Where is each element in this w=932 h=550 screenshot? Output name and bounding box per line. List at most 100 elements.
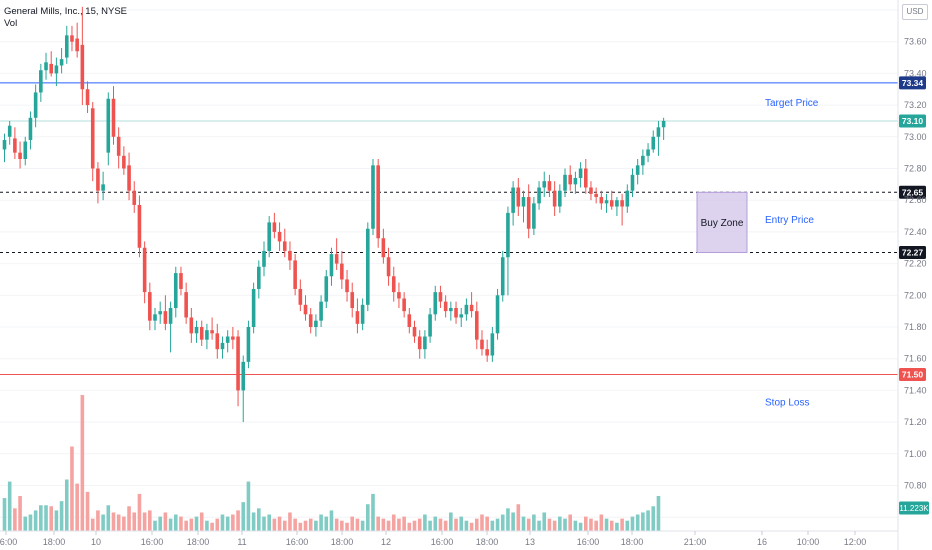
volume-last-badge <box>899 501 929 515</box>
candle-body <box>620 200 624 207</box>
candle-body <box>173 273 178 308</box>
last-badge <box>899 114 926 128</box>
candle-body <box>345 279 349 293</box>
plot-area[interactable] <box>0 0 898 531</box>
volume-bar <box>70 446 74 531</box>
volume-bar <box>153 520 157 531</box>
candle-body <box>282 241 287 251</box>
candle-body <box>454 307 458 318</box>
volume-bar <box>573 520 578 531</box>
candle-body <box>449 307 453 312</box>
currency-button[interactable]: USD <box>902 4 928 20</box>
symbol-title[interactable]: General Mills, Inc., 15, NYSE <box>4 6 128 17</box>
time-tick: 16:00 <box>141 537 164 547</box>
time-axis[interactable]: 16:00 18:00 10 16:00 18:00 11 16:00 18:00 12 16:0… <box>0 531 866 547</box>
candle-body <box>563 174 567 191</box>
target-badge-label: 73.34 <box>902 78 924 88</box>
candle-body <box>516 187 521 207</box>
volume-legend[interactable]: Vol <box>4 18 18 29</box>
candle-body <box>480 339 484 350</box>
price-tick: 72.60 <box>904 195 927 205</box>
price-axis[interactable]: 73.60 73.40 73.20 73.00 72.80 72.60 72.40 72.20… <box>904 37 927 491</box>
volume-bar <box>75 483 79 531</box>
volume-bar <box>485 516 489 531</box>
volume-bar <box>630 516 635 531</box>
candle-body <box>433 292 438 315</box>
volume-bar <box>13 508 17 531</box>
time-tick: 21:00 <box>684 537 707 547</box>
volume-bar <box>137 493 142 531</box>
volume-bar <box>39 505 43 531</box>
buy-zone-group: Buy Zone <box>696 191 748 254</box>
candle-body <box>241 361 246 391</box>
candle-body <box>70 35 74 42</box>
volume-bar <box>340 520 344 531</box>
price-tick: 73.40 <box>904 68 927 78</box>
volume-bar <box>23 516 28 531</box>
stop-badge <box>899 368 926 382</box>
volume-bar <box>2 498 7 531</box>
volume-bar <box>319 514 323 531</box>
volume-bar <box>563 518 567 531</box>
candle-body <box>537 187 541 204</box>
candle-body <box>122 155 126 169</box>
entry-price-label: Entry Price <box>765 215 814 226</box>
volume-bar <box>288 512 292 531</box>
time-tick: 16:00 <box>0 537 17 547</box>
volume-bar <box>267 514 271 531</box>
candle-body <box>127 165 131 191</box>
volume-bar <box>173 514 178 531</box>
volume-bar <box>558 516 562 531</box>
candle-body <box>116 136 121 156</box>
volume-bar <box>18 495 22 531</box>
volume-bar <box>407 522 412 531</box>
volume-bar <box>236 510 240 531</box>
price-tick: 72.20 <box>904 259 927 269</box>
candle-body <box>615 200 619 207</box>
candles <box>2 6 666 423</box>
candle-body <box>376 165 380 239</box>
volume-bar <box>257 508 261 531</box>
price-tick: 73.60 <box>904 37 927 47</box>
candle-body <box>111 98 116 137</box>
candle-body <box>526 197 531 229</box>
candle-body <box>578 168 583 179</box>
time-tick: 11 <box>237 537 246 547</box>
volume-bar <box>329 510 334 531</box>
candle-body <box>532 203 536 229</box>
candle-body <box>547 181 552 191</box>
volume-bar <box>54 510 59 531</box>
volume-bar <box>64 479 69 531</box>
candle-body <box>319 301 323 321</box>
candle-body <box>106 98 111 153</box>
candle-body <box>635 165 640 175</box>
volume-bar <box>646 510 650 531</box>
stop-loss-label: Stop Loss <box>765 397 809 408</box>
price-levels: 73.34 73.10 72.65 72.27 71.50 11.223K <box>0 76 929 515</box>
stop-badge-label: 71.50 <box>902 370 924 380</box>
volume-bar <box>44 505 48 531</box>
annotations: Target Price Entry Price Stop Loss <box>765 98 819 409</box>
candle-body <box>594 193 598 198</box>
volume-bar <box>163 512 168 531</box>
candle-body <box>101 184 105 191</box>
candle-body <box>257 266 261 289</box>
candle-body <box>651 136 656 150</box>
candle-body <box>7 125 12 137</box>
volume-bar <box>412 520 417 531</box>
volume-bar <box>122 516 126 531</box>
time-tick: 16:00 <box>431 537 454 547</box>
candle-body <box>199 327 204 340</box>
volume-bar <box>179 516 183 531</box>
volume-bar <box>96 510 100 531</box>
volume-bar <box>90 518 95 531</box>
last-badge-label: 73.10 <box>902 116 924 126</box>
candle-body <box>568 174 573 185</box>
candle-body <box>2 139 7 150</box>
candle-body <box>293 260 297 289</box>
volume-bar <box>402 516 406 531</box>
volume-bar <box>350 516 355 531</box>
volume-bar <box>480 514 484 531</box>
candle-body <box>158 311 162 315</box>
